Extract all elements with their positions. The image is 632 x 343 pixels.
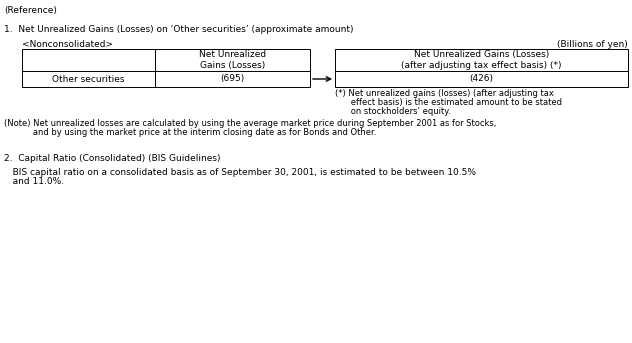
Bar (335, 49, 628, 71)
Text: (426): (426) (470, 74, 494, 83)
Text: (695): (695) (221, 74, 245, 83)
Bar (155, 71, 310, 87)
Text: 1.  Net Unrealized Gains (Losses) on ‘Other securities’ (approximate amount): 1. Net Unrealized Gains (Losses) on ‘Oth… (4, 25, 353, 34)
Text: on stockholders’ equity.: on stockholders’ equity. (335, 107, 451, 116)
Text: (Billions of yen): (Billions of yen) (557, 40, 628, 49)
Text: (*) Net unrealized gains (losses) (after adjusting tax: (*) Net unrealized gains (losses) (after… (335, 89, 554, 98)
Text: <Nonconsolidated>: <Nonconsolidated> (22, 40, 113, 49)
Text: Net Unrealized
Gains (Losses): Net Unrealized Gains (Losses) (199, 50, 266, 70)
Bar (22, 49, 155, 71)
Text: 2.  Capital Ratio (Consolidated) (BIS Guidelines): 2. Capital Ratio (Consolidated) (BIS Gui… (4, 154, 221, 163)
Text: Other securities: Other securities (52, 74, 125, 83)
Text: and by using the market price at the interim closing date as for Bonds and Other: and by using the market price at the int… (4, 128, 377, 137)
Text: Net Unrealized Gains (Losses)
(after adjusting tax effect basis) (*): Net Unrealized Gains (Losses) (after adj… (401, 50, 562, 70)
Bar (155, 49, 310, 71)
Text: (Note) Net unrealized losses are calculated by using the average market price du: (Note) Net unrealized losses are calcula… (4, 119, 496, 128)
Text: BIS capital ratio on a consolidated basis as of September 30, 2001, is estimated: BIS capital ratio on a consolidated basi… (4, 168, 476, 177)
Text: effect basis) is the estimated amount to be stated: effect basis) is the estimated amount to… (335, 98, 562, 107)
Text: (Reference): (Reference) (4, 6, 57, 15)
Bar (335, 71, 628, 87)
Bar (22, 71, 155, 87)
Text: and 11.0%.: and 11.0%. (4, 177, 64, 186)
